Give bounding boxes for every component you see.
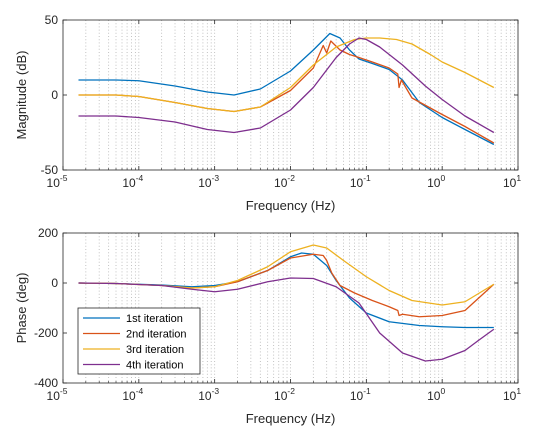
y-tick-label: 0	[51, 276, 58, 290]
magnitude-panel: 10-5 10-4 10-3 10-2 10-1 100 101 -50 0 50 Frequenc…	[14, 13, 521, 213]
legend-box	[77, 307, 201, 375]
phase-panel: 10-5 10-4 10-3 10-2 10-1 100 101 -400 -200 0 200 Fr…	[14, 226, 521, 426]
series-line-4	[78, 37, 495, 134]
x-tick-label: 101	[503, 173, 521, 190]
x-axis-label: Frequency (Hz)	[246, 411, 336, 426]
legend-label: 4th iteration	[126, 360, 183, 372]
series-line-4	[78, 277, 495, 362]
x-tick-label: 10-3	[198, 173, 219, 190]
x-tick-label: 101	[503, 386, 521, 403]
y-tick-label: 200	[38, 226, 58, 240]
legend-label: 3rd iteration	[126, 344, 184, 356]
legend: 1st iteration 2nd iteration 3rd iteration 4…	[77, 307, 201, 375]
series-line-3	[78, 244, 495, 306]
x-tick-label: 10-2	[274, 386, 295, 403]
grid	[85, 20, 515, 170]
x-tick-label: 10-5	[47, 173, 68, 190]
x-tick-label: 10-4	[122, 173, 143, 190]
x-tick-label: 10-2	[274, 173, 295, 190]
y-tick-label: -50	[41, 163, 59, 177]
x-axis-label: Frequency (Hz)	[246, 198, 336, 213]
x-tick-label: 10-1	[350, 386, 371, 403]
x-tick-label: 10-1	[350, 173, 371, 190]
x-tick-label: 10-4	[122, 386, 143, 403]
series-lines	[78, 244, 495, 362]
y-tick-label: -400	[34, 376, 58, 390]
legend-label: 2nd iteration	[126, 329, 187, 341]
x-tick-label: 100	[427, 173, 445, 190]
y-tick-label: -200	[34, 326, 58, 340]
y-axis-label: Magnitude (dB)	[14, 51, 29, 140]
y-axis-label: Phase (deg)	[14, 273, 29, 344]
series-lines	[78, 32, 495, 146]
x-tick-label: 10-3	[198, 386, 219, 403]
y-tick-label: 0	[51, 88, 58, 102]
x-tick-label: 10-5	[47, 386, 68, 403]
y-tick-label: 50	[45, 13, 59, 27]
series-line-1	[78, 32, 495, 146]
legend-label: 1st iteration	[126, 313, 183, 325]
series-line-3	[78, 37, 495, 113]
x-tick-label: 100	[427, 386, 445, 403]
